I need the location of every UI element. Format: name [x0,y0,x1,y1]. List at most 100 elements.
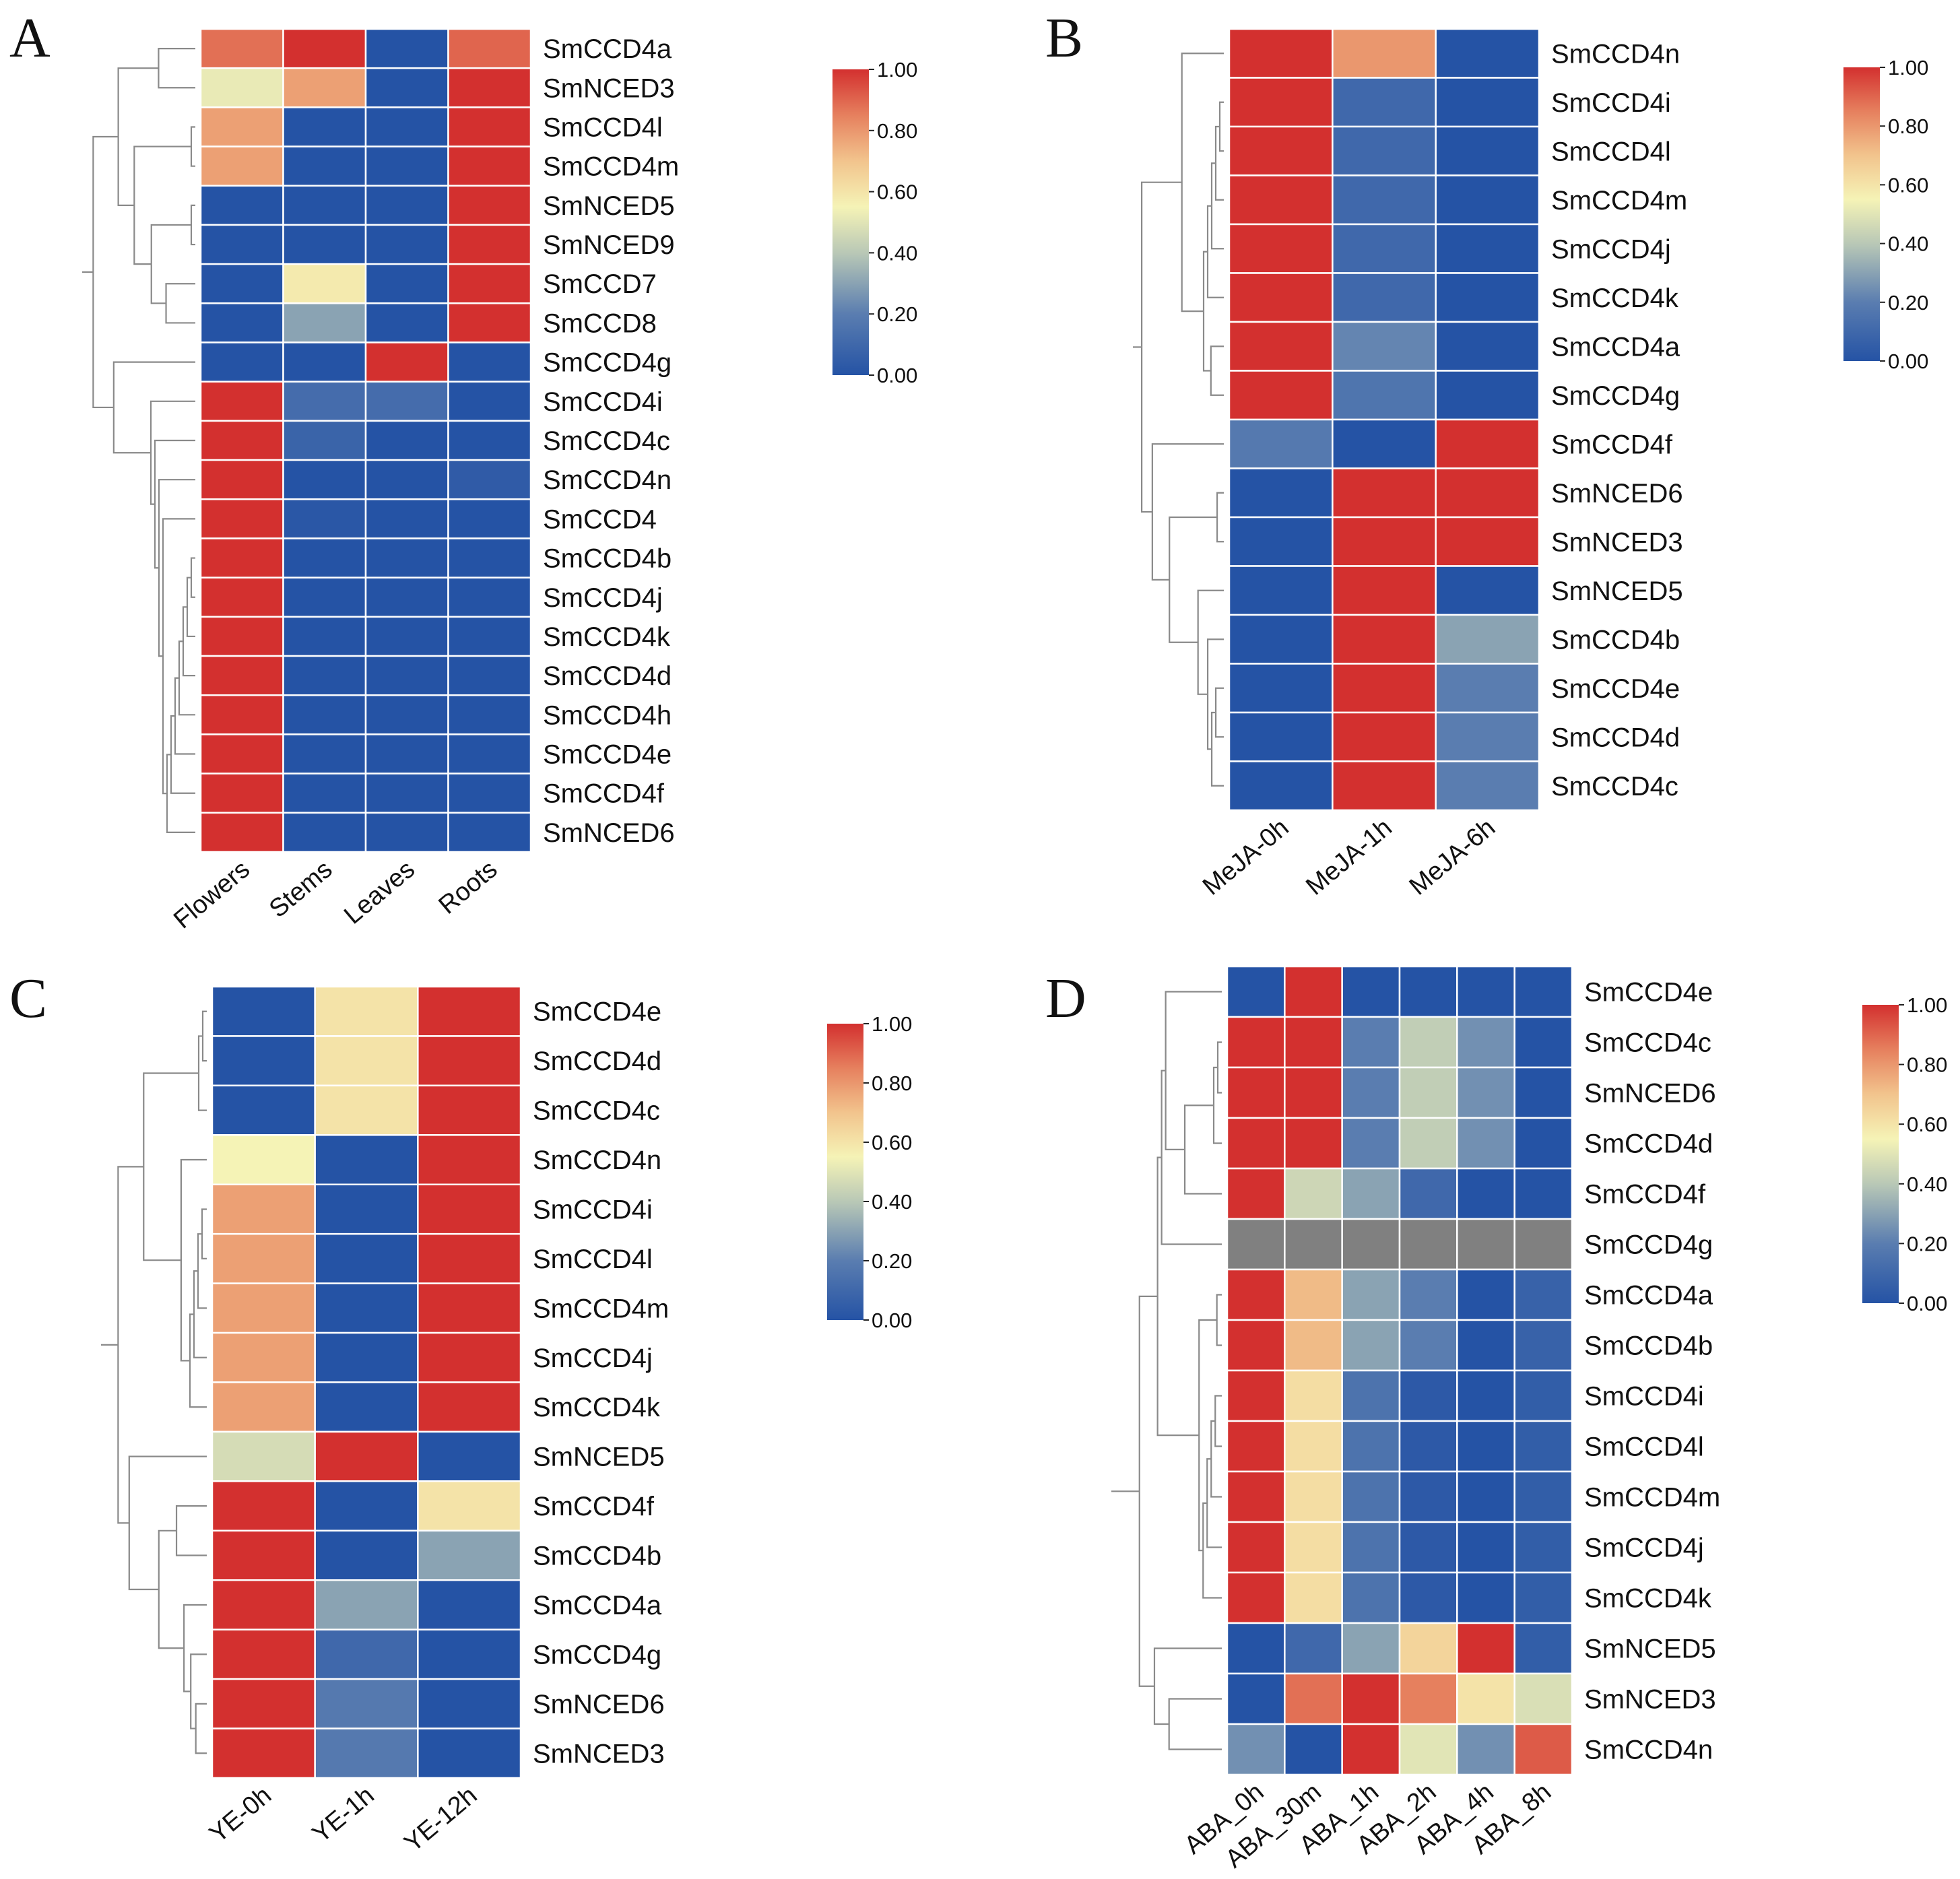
heatmap-cell [1332,760,1437,812]
row-label: SmNCED5 [1551,576,1683,606]
heatmap-cell [364,106,449,147]
heatmap-cell [364,185,449,226]
colorbar-tick-label: 0.00 [1907,1292,1947,1315]
heatmap-cell [282,106,367,147]
dendrogram-branch [183,1604,207,1692]
row-label: SmCCD4k [1584,1584,1712,1614]
heatmap-cell [1513,1117,1573,1170]
heatmap-cell [1332,321,1437,372]
dendrogram-branch [195,1703,207,1754]
colorbar-tick-label: 0.60 [1907,1113,1947,1136]
heatmap-cell [211,1727,316,1779]
row-label: SmCCD4b [1551,625,1680,655]
colorbar-tick-label: 0.60 [872,1131,912,1154]
heatmap-cell [314,1282,419,1334]
row-label: SmCCD4a [1584,1281,1713,1311]
dendrogram-branch [158,1529,185,1649]
row-label: SmNCED6 [1551,479,1683,508]
heatmap-cell [1226,1218,1286,1271]
heatmap-cell [1284,1672,1343,1725]
heatmap-cell [199,341,284,383]
dendrogram-branch [190,204,195,246]
heatmap-cell [314,1678,419,1729]
heatmap-cell [1332,516,1437,567]
heatmap-panel-b: SmCCD4n SmCCD4i SmCCD4l SmCCD4m SmCCD4j SmCCD… [1133,28,1928,901]
heatmap-cell [314,1035,419,1087]
heatmap-cell [417,1331,522,1383]
heatmap-cell [1398,1218,1458,1271]
heatmap-cell [447,694,532,735]
heatmap-cell [1398,1319,1458,1372]
heatmap-cell [1332,711,1437,762]
heatmap-cell [1228,28,1334,79]
colorbar-tick-label: 1.00 [872,1012,912,1036]
row-label: SmNCED6 [1584,1079,1716,1109]
heatmap-cell [417,1282,522,1334]
heatmap-cell [1226,1672,1286,1725]
heatmap-cell [417,1381,522,1433]
column-label: Flowers [168,855,255,935]
dendrogram-branch [201,1010,207,1062]
heatmap-cell [1341,1622,1401,1675]
row-label: SmNCED5 [533,1443,665,1472]
dendrogram-branch [143,1072,199,1261]
heatmap-cell [314,1529,419,1581]
heatmap-panel-c: SmCCD4e SmCCD4d SmCCD4c SmCCD4n SmCCD4i SmCCD… [101,985,912,1858]
heatmap-cell [417,1480,522,1532]
dendrogram-branch [1210,1420,1222,1498]
heatmap-cell [1284,1066,1343,1119]
heatmap-panel-a: SmCCD4a SmNCED3 SmCCD4l SmCCD4m SmNCED5 SmNCE… [82,28,917,935]
row-label: SmCCD4j [1584,1534,1704,1563]
column-label: Roots [433,855,502,920]
heatmap-cell [199,655,284,696]
row-label: SmCCD4l [533,1245,653,1274]
heatmap-cell [199,616,284,657]
heatmap-cell [1456,1319,1515,1372]
row-label: SmCCD4a [533,1591,662,1620]
row-label: SmCCD4b [533,1542,661,1571]
heatmap-cell [1226,1369,1286,1422]
dendrogram-branch [1169,516,1218,643]
row-label: SmCCD4f [533,1492,655,1521]
row-label: SmCCD4n [1584,1736,1713,1765]
heatmap-cell [364,655,449,696]
heatmap-cell [1284,1521,1343,1574]
row-label: SmCCD4e [1551,674,1680,704]
row-label: SmCCD4d [1551,723,1680,752]
heatmap-cell [1435,223,1540,274]
heatmap-cell [447,733,532,774]
heatmap-cell [1435,467,1540,519]
dendrogram-branch [182,606,195,677]
heatmap-cell [364,145,449,187]
row-label: SmNCED5 [1584,1635,1716,1664]
heatmap-cell [1435,125,1540,176]
heatmap-cell [282,812,367,853]
heatmap-cell [1435,663,1540,714]
row-label: SmCCD4c [1584,1028,1711,1058]
row-label: SmCCD4l [1584,1432,1704,1462]
heatmap-cell [199,224,284,265]
colorbar-tick-label: 0.60 [1888,173,1928,197]
heatmap-cell [1228,663,1334,714]
heatmap-cell [1513,1470,1573,1523]
dendrogram-branch [1151,443,1224,581]
heatmap-cell [1332,614,1437,665]
heatmap-cell [282,263,367,304]
heatmap-cell [1226,1723,1286,1776]
heatmap-cell [1456,1016,1515,1069]
heatmap-cell [211,1084,316,1136]
heatmap-cell [1228,125,1334,176]
row-label: SmCCD4 [543,504,657,534]
heatmap-cell [1228,467,1334,519]
heatmap-cell [1398,1117,1458,1170]
heatmap-cell [1398,1066,1458,1119]
heatmap-cell [282,616,367,657]
heatmap-cell [364,341,449,383]
column-label: YE-12h [399,1781,482,1858]
row-label: SmCCD4k [543,622,671,652]
heatmap-cell [364,733,449,774]
heatmap-cell [211,985,316,1037]
heatmap-cell [1284,1117,1343,1170]
heatmap-cell [447,616,532,657]
heatmap-cell [1228,418,1334,469]
